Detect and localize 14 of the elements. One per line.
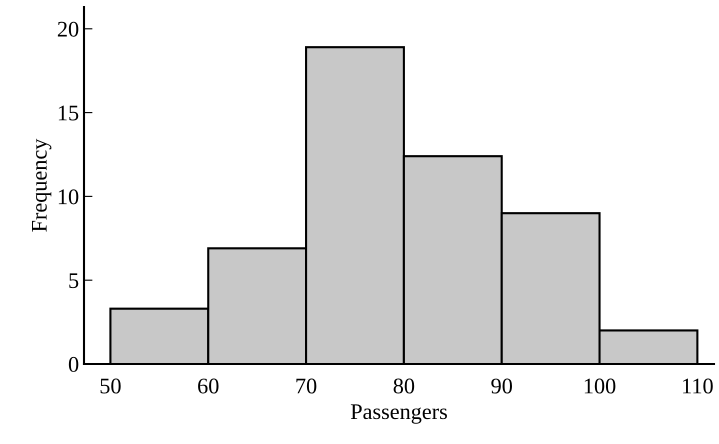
x-tick-label: 70	[296, 378, 316, 394]
y-tick-label: 10	[58, 189, 78, 204]
y-tick-label: 0	[68, 356, 78, 372]
y-tick-label: 15	[58, 106, 78, 121]
x-tick-label: 110	[683, 378, 713, 394]
x-tick-label: 90	[491, 378, 512, 394]
x-tick-label: 100	[584, 378, 616, 394]
y-tick-label: 5	[69, 273, 78, 288]
x-tick-label: 60	[198, 378, 219, 394]
x-tick-label: 80	[394, 378, 414, 394]
y-tick-label: 20	[58, 22, 78, 37]
x-axis-title: Passengers	[350, 404, 447, 424]
x-tick-label: 50	[100, 378, 121, 394]
y-axis-title: Frequency	[32, 138, 52, 232]
